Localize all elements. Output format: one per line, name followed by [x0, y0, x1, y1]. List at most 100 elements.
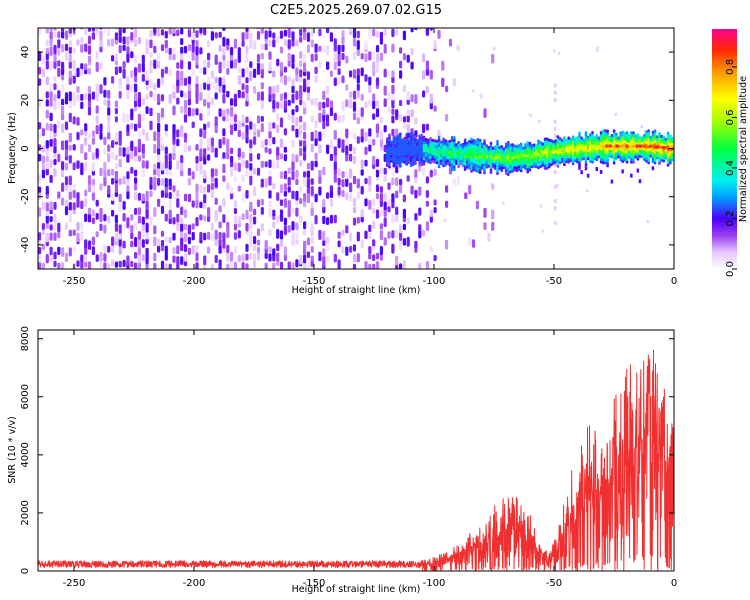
spectrogram-signal-cell [550, 155, 553, 159]
spectrogram-cell [195, 97, 199, 104]
spectrogram-signal-cell [647, 153, 650, 157]
spectrogram-cell [68, 99, 72, 109]
spectrogram-signal-cell [643, 139, 646, 143]
spectrogram-cell [375, 158, 380, 167]
spectrogram-cell [341, 171, 345, 179]
spectrogram-cell [233, 38, 237, 49]
spectrogram-signal-cell [465, 155, 469, 159]
spectrogram-signal-cell [612, 134, 616, 138]
spectrogram-cell [76, 222, 80, 231]
spectrogram-signal-cell [548, 141, 551, 145]
spectrogram-signal-cell [526, 164, 529, 169]
spectrogram-cell [425, 200, 429, 207]
spectrogram-signal-cell [504, 166, 508, 170]
spectrogram-signal-cell [647, 134, 650, 138]
spectrogram-cell [111, 245, 115, 253]
spectrogram-cell [207, 92, 211, 103]
spectrogram-cell [233, 215, 237, 225]
spectrogram-cell [245, 84, 249, 94]
spectrogram-signal-cell [597, 155, 601, 159]
spectrogram-signal-cell [532, 156, 536, 160]
spectrogram-signal-cell [472, 141, 475, 145]
spectrogram-cell [295, 90, 299, 100]
spectrogram-signal-cell [468, 153, 471, 157]
spectrogram-signal-cell [442, 150, 445, 154]
spectrogram-signal-cell [392, 161, 396, 165]
spectrogram-cell [322, 231, 326, 241]
spectrogram-signal-cell [610, 152, 614, 156]
spectrogram-signal-cell [656, 148, 659, 152]
spectrogram-cell [99, 123, 103, 133]
spectrogram-signal-cell [573, 140, 577, 144]
spectrogram-cell [222, 77, 226, 85]
spectrogram-cell [84, 137, 88, 146]
spectrogram-cell [368, 99, 372, 106]
spectrogram-signal-cell [403, 157, 406, 162]
spectrogram-cell [118, 130, 122, 140]
spectrogram-signal-cell [386, 150, 389, 154]
spectrogram-cell [383, 237, 387, 246]
spectrogram-cell [91, 32, 95, 40]
spectrogram-signal-cell [584, 155, 588, 159]
spectrogram-cell [554, 170, 557, 175]
spectrogram-cell [295, 67, 299, 75]
spectrogram-signal-cell [526, 149, 529, 153]
spectrogram-signal-cell [388, 162, 391, 166]
spectrogram-cell [153, 92, 157, 102]
spectrogram-signal-cell [431, 141, 434, 145]
spectrogram-cell [218, 139, 222, 149]
spectrogram-cell [84, 246, 88, 255]
spectrogram-cell [349, 70, 353, 78]
spectrogram-cell [164, 263, 168, 269]
spectrogram-cell [130, 232, 134, 240]
spectrogram-signal-cell [420, 144, 424, 148]
spectrogram-signal-cell [463, 138, 467, 142]
snr-x-tick-label: -50 [546, 578, 562, 589]
spectrogram-cell [38, 232, 42, 241]
spectrogram-signal-cell [386, 139, 389, 144]
spectrogram-cell [249, 163, 253, 171]
spectrogram-signal-cell [640, 139, 644, 143]
spectrogram-signal-cell [651, 159, 655, 164]
spectrogram-cell [283, 128, 287, 136]
spectrogram-signal-cell [584, 139, 588, 143]
spectrogram-cell [80, 231, 84, 241]
spectrogram-cell [287, 60, 291, 67]
spectrogram-signal-cell [496, 161, 499, 165]
spectrogram-signal-cell [619, 131, 622, 135]
spectrogram-signal-cell [552, 161, 555, 165]
spectrogram-signal-cell [548, 143, 551, 148]
spectrogram-cell [491, 209, 495, 220]
spectrogram-cell [45, 39, 49, 47]
spectrogram-cell [272, 39, 276, 48]
spectrogram-cell [145, 93, 149, 100]
spectrogram-signal-cell [610, 139, 614, 143]
spectrogram-cell [433, 255, 437, 262]
spectrogram-cell [157, 244, 161, 253]
spectrogram-signal-cell [519, 142, 523, 146]
spectrogram-signal-cell [623, 155, 627, 159]
spectrogram-signal-cell [524, 156, 527, 160]
spectrogram-cell [268, 130, 272, 139]
spectrogram-cell [306, 261, 310, 269]
spectrogram-cell [314, 152, 318, 160]
spectrogram-signal-cell [593, 141, 596, 145]
spectrogram-signal-cell [394, 160, 398, 164]
spectrogram-cell [329, 189, 333, 198]
spectrogram-signal-cell [569, 140, 573, 144]
spectrogram-cell [287, 167, 291, 175]
spectrogram-cell [141, 128, 145, 136]
spectrogram-signal-cell [524, 145, 527, 150]
spectrogram-cell [295, 154, 299, 163]
spectrogram-cell [445, 185, 449, 193]
spectrogram-signal-cell [602, 145, 605, 149]
spectrogram-signal-peak [638, 144, 642, 148]
spectrogram-cell [153, 131, 157, 142]
spectrogram-cell [176, 70, 180, 81]
spectrogram-signal-cell [669, 153, 672, 157]
spectrogram-cell [264, 30, 268, 40]
spectrogram-signal-cell [625, 157, 629, 161]
spectrogram-signal-cell [584, 160, 588, 164]
spectrogram-signal-cell [643, 149, 646, 154]
spectrogram-cell [429, 209, 433, 217]
